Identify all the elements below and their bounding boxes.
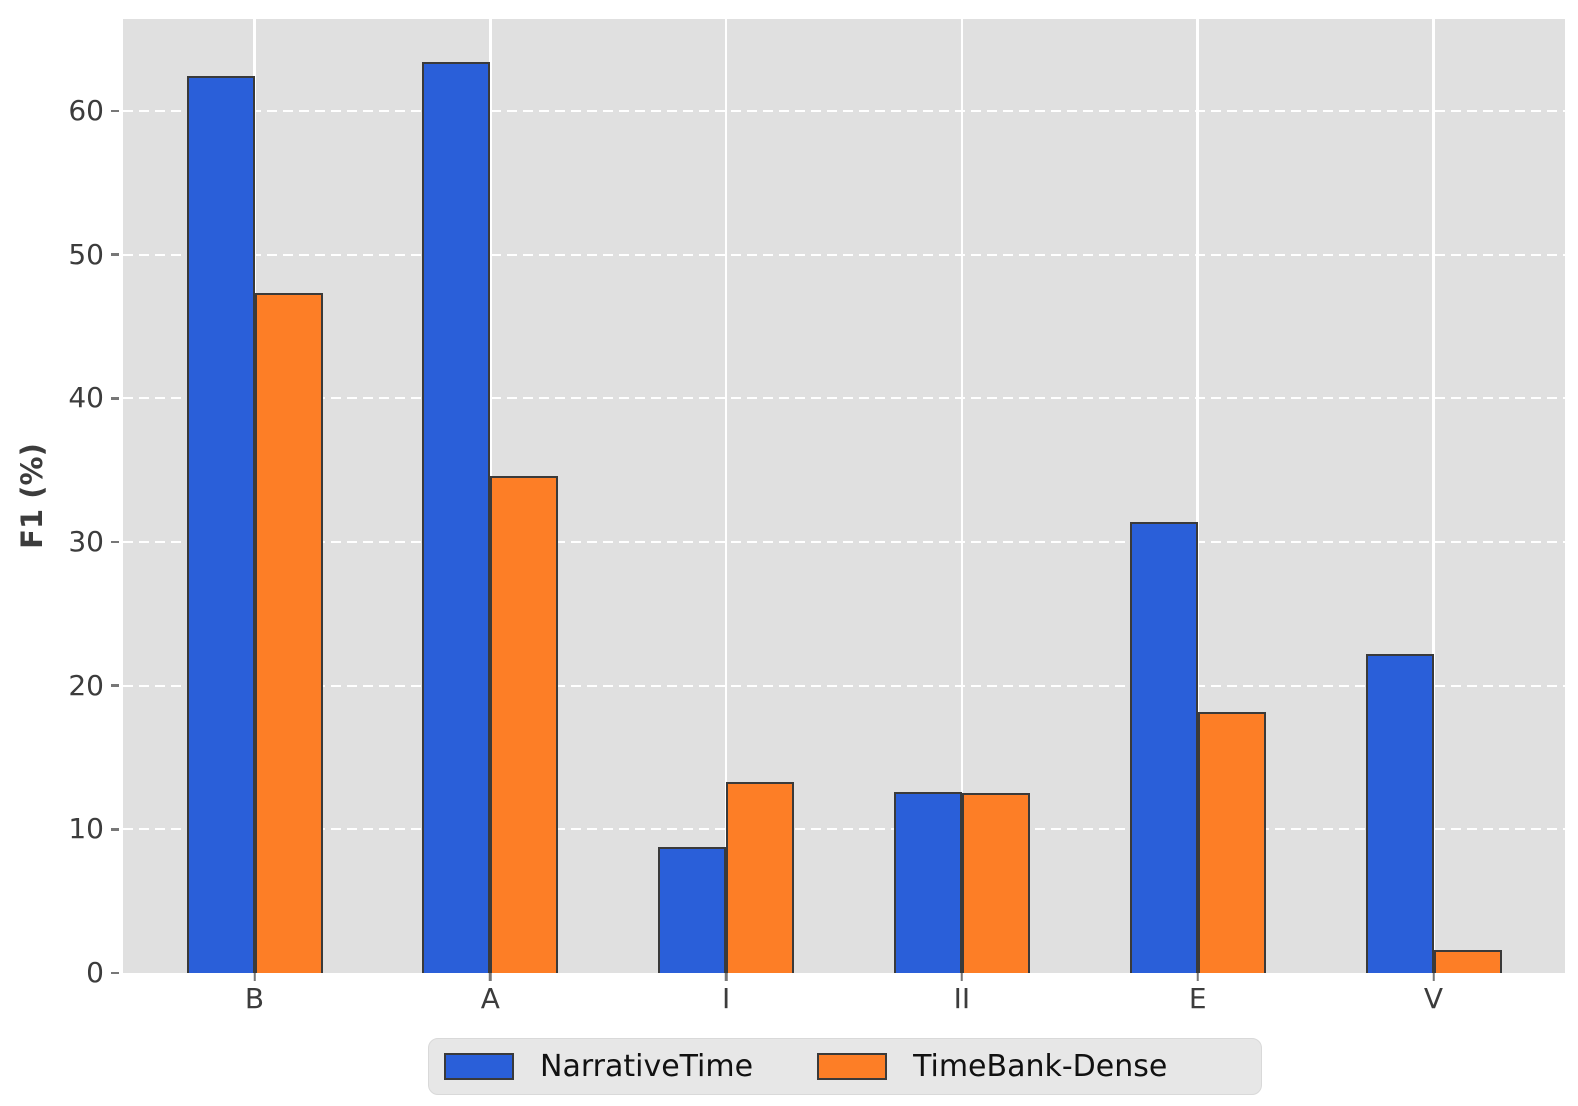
y-tick-label-20: 20 (68, 668, 104, 702)
bar-narrativetime-i (658, 846, 727, 973)
legend: NarrativeTime TimeBank-Dense (428, 1038, 1262, 1095)
x-tick-label-i: I (721, 982, 731, 1015)
y-tick-label-0: 0 (86, 956, 104, 989)
legend-label-narrativetime: NarrativeTime (540, 1049, 754, 1084)
y-tick-mark (111, 397, 119, 400)
legend-swatch-timebank-dense-icon (817, 1053, 888, 1080)
v-gridline (724, 19, 728, 973)
x-tick-mark (253, 973, 256, 981)
x-tick-label-b: B (244, 982, 265, 1015)
h-gridline (123, 253, 1565, 256)
x-tick-mark (489, 973, 492, 981)
h-gridline (123, 397, 1565, 400)
bar-narrativetime-ii (893, 791, 962, 973)
bar-timebank-dense-i (726, 781, 795, 973)
x-tick-label-v: V (1423, 982, 1444, 1015)
y-tick-label-60: 60 (68, 93, 104, 127)
v-gridline (960, 19, 964, 973)
legend-item-narrativetime: NarrativeTime (444, 1049, 753, 1084)
legend-item-timebank-dense: TimeBank-Dense (817, 1049, 1167, 1084)
x-tick-mark (1432, 973, 1435, 981)
legend-label-timebank-dense: TimeBank-Dense (913, 1049, 1168, 1084)
y-tick-mark (111, 971, 119, 975)
y-tick-mark (111, 828, 119, 831)
x-tick-label-e: E (1188, 982, 1207, 1015)
y-tick-label-30: 30 (68, 524, 104, 558)
h-gridline (123, 684, 1565, 687)
v-gridline (1196, 19, 1199, 973)
y-tick-label-50: 50 (68, 237, 104, 271)
y-tick-mark (111, 684, 119, 687)
bar-timebank-dense-a (490, 475, 559, 973)
bar-narrativetime-b (186, 76, 255, 973)
h-gridline (123, 540, 1565, 543)
h-gridline (123, 109, 1565, 112)
bar-timebank-dense-b (254, 293, 323, 973)
x-tick-mark (724, 973, 728, 981)
bar-timebank-dense-ii (961, 793, 1030, 973)
x-tick-mark (960, 973, 964, 981)
x-tick-mark (1196, 973, 1199, 981)
plot-area (123, 19, 1565, 973)
y-tick-mark (111, 540, 119, 544)
bar-timebank-dense-e (1197, 711, 1266, 973)
x-tick-label-a: A (480, 982, 500, 1015)
h-gridline (123, 828, 1565, 831)
bar-narrativetime-v (1365, 654, 1434, 973)
y-tick-mark (111, 109, 119, 113)
bar-narrativetime-e (1129, 521, 1198, 973)
y-tick-label-40: 40 (68, 381, 104, 415)
bar-timebank-dense-v (1433, 950, 1502, 973)
v-gridline (1432, 19, 1435, 973)
x-tick-label-ii: II (953, 982, 971, 1015)
legend-swatch-narrativetime-icon (444, 1053, 514, 1080)
y-tick-label-10: 10 (68, 812, 104, 846)
bar-narrativetime-a (422, 62, 491, 973)
y-tick-mark (111, 253, 119, 256)
